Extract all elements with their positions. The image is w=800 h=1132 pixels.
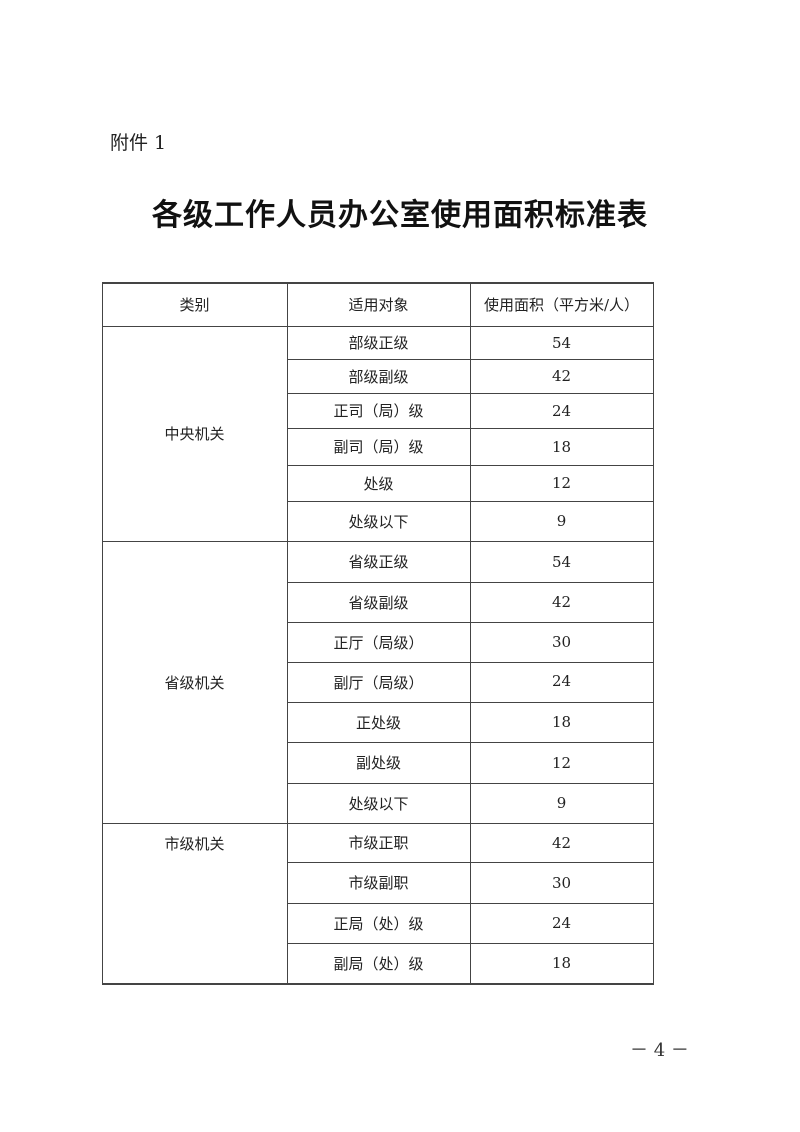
table-rule <box>287 359 653 361</box>
target-cell: 副处级 <box>355 754 401 772</box>
table-rule <box>287 622 653 624</box>
target-cell: 处级 <box>363 474 394 493</box>
target-cell: 部级正级 <box>348 334 409 352</box>
target-cell: 正厅（局级） <box>333 633 424 652</box>
page-title: 各级工作人员办公室使用面积标准表 <box>152 198 648 233</box>
area-cell: 18 <box>551 437 572 456</box>
table-rule <box>287 541 653 543</box>
area-cell: 42 <box>551 367 572 385</box>
area-cell: 24 <box>551 914 572 932</box>
area-cell: 18 <box>551 954 572 972</box>
target-cell: 省级正级 <box>348 553 409 571</box>
target-cell: 部级副级 <box>348 367 409 386</box>
area-cell: 18 <box>551 713 572 731</box>
table-rule <box>287 393 653 395</box>
area-cell: 24 <box>551 401 572 420</box>
target-cell: 正司（局）级 <box>333 402 424 420</box>
table-rule <box>470 282 472 983</box>
target-cell: 副厅（局级） <box>333 673 424 692</box>
table-rule <box>102 823 287 825</box>
table-rule <box>102 282 104 983</box>
target-cell: 正处级 <box>355 713 401 732</box>
target-cell: 省级副级 <box>348 593 409 612</box>
table-rule <box>287 783 653 785</box>
target-cell: 副局（处）级 <box>333 954 424 973</box>
target-cell: 市级副职 <box>348 874 409 892</box>
table-rule <box>287 428 653 430</box>
table-rule <box>653 282 655 983</box>
area-cell: 30 <box>551 873 572 892</box>
table-rule <box>287 582 653 584</box>
table-rule <box>102 282 654 284</box>
table-rule <box>287 983 653 985</box>
header-category: 类别 <box>179 295 210 314</box>
target-cell: 市级正职 <box>348 834 409 852</box>
table-rule <box>287 282 289 983</box>
area-cell: 9 <box>556 794 567 812</box>
header-area: 使用面积（平方米/人） <box>483 295 640 314</box>
area-cell: 42 <box>551 593 572 611</box>
table-rule <box>287 501 653 503</box>
header-target: 适用对象 <box>348 295 409 314</box>
area-cell: 9 <box>556 512 567 530</box>
area-cell: 30 <box>551 633 572 651</box>
area-cell: 12 <box>551 753 572 772</box>
table-rule <box>287 662 653 664</box>
table-rule <box>287 742 653 744</box>
table-rule <box>102 326 654 328</box>
target-cell: 处级以下 <box>348 794 409 813</box>
table-rule <box>287 702 653 704</box>
area-cell: 54 <box>551 552 572 571</box>
area-cell: 54 <box>551 333 572 352</box>
category-cell: 省级机关 <box>164 673 225 692</box>
table-rule <box>102 983 287 985</box>
area-cell: 42 <box>551 833 572 852</box>
table-rule <box>287 943 653 945</box>
table-rule <box>287 465 653 467</box>
table-rule <box>287 903 653 905</box>
attachment-label: 附件 1 <box>110 132 167 154</box>
category-cell: 中央机关 <box>164 425 225 443</box>
table-rule <box>287 823 653 825</box>
area-cell: 24 <box>551 672 572 690</box>
table-rule <box>102 541 287 543</box>
target-cell: 处级以下 <box>348 512 409 531</box>
target-cell: 正局（处）级 <box>333 914 424 933</box>
page-number: － 4 － <box>630 1040 689 1061</box>
area-cell: 12 <box>551 474 572 492</box>
table-rule <box>287 862 653 864</box>
target-cell: 副司（局）级 <box>333 438 424 456</box>
category-cell: 市级机关 <box>164 835 225 853</box>
